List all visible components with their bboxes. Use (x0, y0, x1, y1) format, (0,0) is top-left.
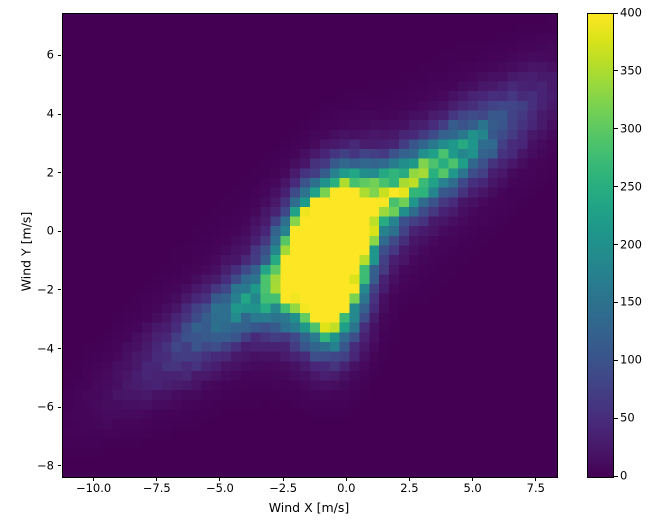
x-tick-label: −5.0 (205, 481, 234, 495)
y-tick-label: −6 (37, 399, 54, 414)
colorbar-tick-label: 0 (620, 468, 628, 483)
x-axis-label: Wind X [m/s] (268, 500, 350, 515)
colorbar-tick-mark (614, 186, 618, 188)
colorbar (587, 13, 614, 478)
y-tick-mark (57, 113, 61, 115)
colorbar-tick-mark (614, 475, 618, 477)
x-tick-label: −10.0 (75, 481, 112, 495)
y-tick-label: 6 (46, 47, 54, 62)
y-tick-label: −2 (37, 282, 54, 297)
y-tick-label: 4 (46, 106, 54, 121)
x-tick-mark (156, 477, 158, 481)
y-tick-mark (57, 230, 61, 232)
x-tick-mark (408, 477, 410, 481)
y-tick-mark (57, 406, 61, 408)
y-tick-mark (57, 348, 61, 350)
colorbar-tick-mark (614, 12, 618, 14)
heatmap-image (63, 14, 557, 477)
heatmap-axes (62, 13, 558, 478)
y-tick-label: 2 (46, 165, 54, 180)
x-tick-label: 2.5 (400, 481, 419, 495)
colorbar-tick-label: 150 (620, 294, 642, 309)
colorbar-tick-label: 350 (620, 63, 642, 78)
x-tick-label: 5.0 (463, 481, 482, 495)
colorbar-tick-label: 400 (620, 5, 642, 20)
colorbar-tick-label: 250 (620, 179, 642, 194)
x-tick-mark (93, 477, 95, 481)
x-tick-mark (345, 477, 347, 481)
y-tick-mark (57, 172, 61, 174)
y-tick-label: −8 (37, 458, 54, 473)
x-tick-label: −2.5 (269, 481, 298, 495)
x-tick-mark (535, 477, 537, 481)
colorbar-tick-mark (614, 417, 618, 419)
x-tick-mark (472, 477, 474, 481)
y-axis-label: Wind Y [m/s] (18, 211, 34, 292)
y-tick-mark (57, 465, 61, 467)
x-tick-label: −7.5 (142, 481, 171, 495)
x-tick-mark (219, 477, 221, 481)
y-tick-mark (57, 289, 61, 291)
colorbar-tick-mark (614, 128, 618, 130)
y-tick-label: −4 (37, 341, 54, 356)
colorbar-tick-label: 50 (620, 410, 635, 425)
colorbar-gradient (588, 14, 613, 477)
colorbar-tick-mark (614, 359, 618, 361)
colorbar-tick-mark (614, 301, 618, 303)
y-tick-mark (57, 54, 61, 56)
colorbar-tick-label: 100 (620, 352, 642, 367)
y-tick-label: 0 (46, 223, 54, 238)
x-tick-mark (282, 477, 284, 481)
x-tick-label: 7.5 (526, 481, 545, 495)
colorbar-tick-mark (614, 244, 618, 245)
colorbar-tick-label: 200 (620, 237, 642, 251)
colorbar-tick-label: 300 (620, 121, 642, 136)
x-tick-label: 0.0 (337, 481, 356, 495)
colorbar-tick-mark (614, 70, 618, 72)
